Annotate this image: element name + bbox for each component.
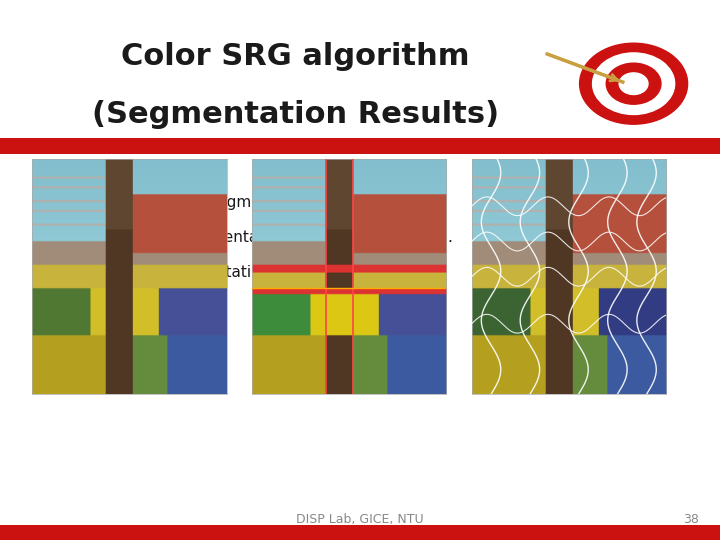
Text: Color SRG algorithm: Color SRG algorithm [121, 42, 469, 71]
Circle shape [606, 63, 661, 104]
Text: •: • [38, 264, 48, 282]
Circle shape [593, 53, 675, 114]
Text: Second column: segmentation results by: Second column: segmentation results by [54, 230, 372, 245]
Text: •: • [38, 228, 48, 247]
Circle shape [619, 73, 648, 94]
Bar [0, 525, 720, 540]
Text: .: . [447, 230, 452, 245]
Text: First column:  initial segmentation.: First column: initial segmentation. [54, 195, 320, 210]
Text: Ref. [6]: Ref. [6] [355, 265, 410, 280]
Text: DISP Lab, GICE, NTU: DISP Lab, GICE, NTU [296, 513, 424, 526]
Text: .: . [410, 265, 415, 280]
Text: Third column: segmentation results by: Third column: segmentation results by [54, 265, 355, 280]
Text: •: • [38, 193, 48, 212]
Text: 38: 38 [683, 513, 699, 526]
Text: color SRG: color SRG [372, 230, 447, 245]
Circle shape [580, 43, 688, 124]
Text: (Segmentation Results): (Segmentation Results) [91, 100, 499, 129]
Bar [0, 138, 720, 154]
